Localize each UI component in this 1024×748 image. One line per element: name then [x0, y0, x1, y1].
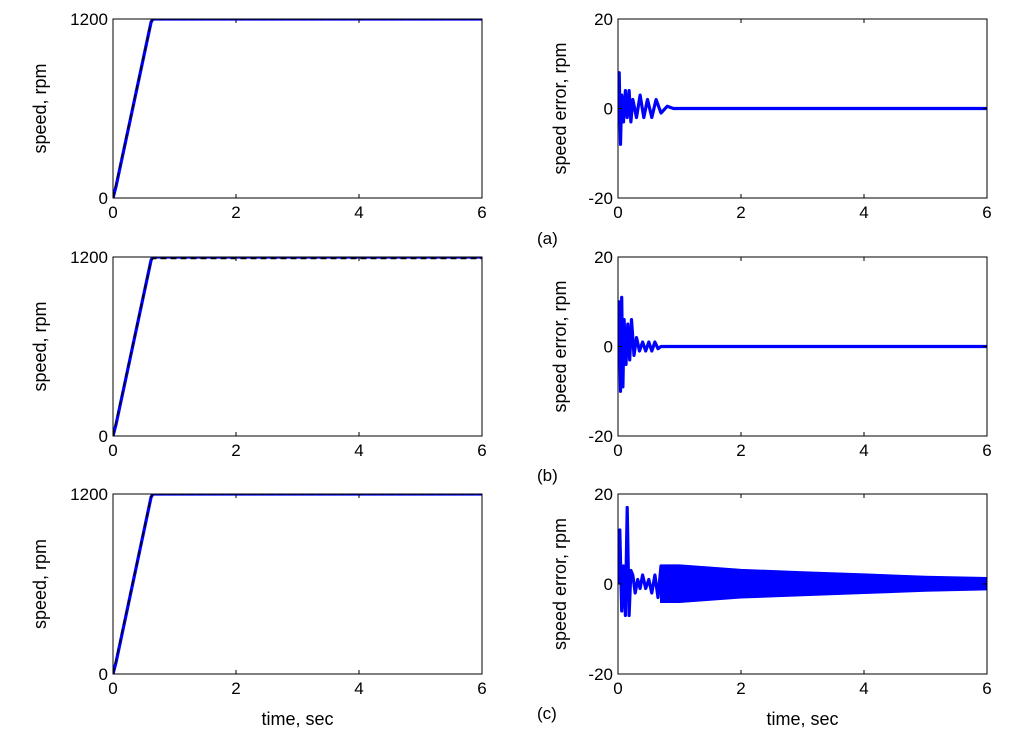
x-tick-label: 2	[736, 203, 745, 222]
y-tick-label: 20	[594, 10, 613, 29]
x-tick-label: 4	[354, 203, 363, 222]
y-axis-label: speed error, rpm	[550, 518, 570, 650]
y-tick-label: -20	[588, 189, 613, 208]
measured-series-line	[113, 257, 482, 436]
y-tick-label: 1200	[70, 248, 108, 267]
y-tick-label: 0	[99, 189, 108, 208]
x-tick-label: 2	[231, 441, 240, 460]
y-axis-label: speed error, rpm	[550, 42, 570, 174]
x-tick-label: 4	[859, 679, 868, 698]
reference-series-line	[113, 494, 482, 674]
x-tick-label: 0	[108, 441, 117, 460]
measured-series-line	[113, 19, 482, 198]
y-axis-label: speed, rpm	[30, 301, 50, 391]
x-tick-label: 6	[982, 441, 991, 460]
x-tick-label: 6	[982, 203, 991, 222]
x-tick-label: 6	[477, 441, 486, 460]
y-tick-label: 0	[604, 100, 613, 119]
y-tick-label: 1200	[70, 485, 108, 504]
x-tick-label: 4	[354, 679, 363, 698]
x-tick-label: 0	[108, 203, 117, 222]
measured-series-line	[618, 71, 987, 146]
x-tick-label: 6	[477, 679, 486, 698]
measured-series-line	[618, 505, 987, 618]
x-tick-label: 6	[982, 679, 991, 698]
y-tick-label: 1200	[70, 10, 108, 29]
y-tick-label: 20	[594, 248, 613, 267]
x-tick-label: 0	[108, 679, 117, 698]
x-tick-label: 2	[231, 679, 240, 698]
panel-label-b: (b)	[537, 466, 558, 485]
reference-series-line	[113, 19, 482, 198]
y-axis-label: speed, rpm	[30, 63, 50, 153]
y-tick-label: -20	[588, 665, 613, 684]
x-tick-label: 4	[354, 441, 363, 460]
y-tick-label: 0	[99, 665, 108, 684]
x-axis-label: time, sec	[766, 709, 838, 729]
x-tick-label: 6	[477, 203, 486, 222]
y-tick-label: 20	[594, 485, 613, 504]
y-tick-label: 0	[99, 427, 108, 446]
y-axis-label: speed error, rpm	[550, 280, 570, 412]
x-tick-label: 2	[736, 441, 745, 460]
x-tick-label: 2	[231, 203, 240, 222]
x-tick-label: 0	[613, 203, 622, 222]
plot-frame	[112, 493, 483, 675]
x-tick-label: 4	[859, 441, 868, 460]
chart-panel-5: 0 2 4 6 0 1200 speed, rpm time, sec	[30, 485, 487, 729]
plot-frame	[112, 256, 483, 437]
measured-series-line	[618, 295, 987, 393]
y-tick-label: 0	[604, 575, 613, 594]
x-tick-label: 2	[736, 679, 745, 698]
panel-label-a: (a)	[537, 229, 558, 248]
panel-label-c: (c)	[537, 704, 557, 723]
x-tick-label: 0	[613, 679, 622, 698]
y-tick-label: -20	[588, 427, 613, 446]
y-axis-label: speed, rpm	[30, 539, 50, 629]
x-tick-label: 4	[859, 203, 868, 222]
series-band	[660, 565, 987, 603]
plot-frame	[112, 18, 483, 199]
measured-series-line	[113, 494, 482, 674]
x-axis-label: time, sec	[261, 709, 333, 729]
chart-panel-3: 0 2 4 6 0 1200 speed, rpm	[30, 248, 487, 460]
x-tick-label: 0	[613, 441, 622, 460]
y-tick-label: 0	[604, 338, 613, 357]
reference-series-line	[113, 257, 482, 436]
chart-panel-1: 0 2 4 6 0 1200 speed, rpm	[30, 10, 487, 222]
